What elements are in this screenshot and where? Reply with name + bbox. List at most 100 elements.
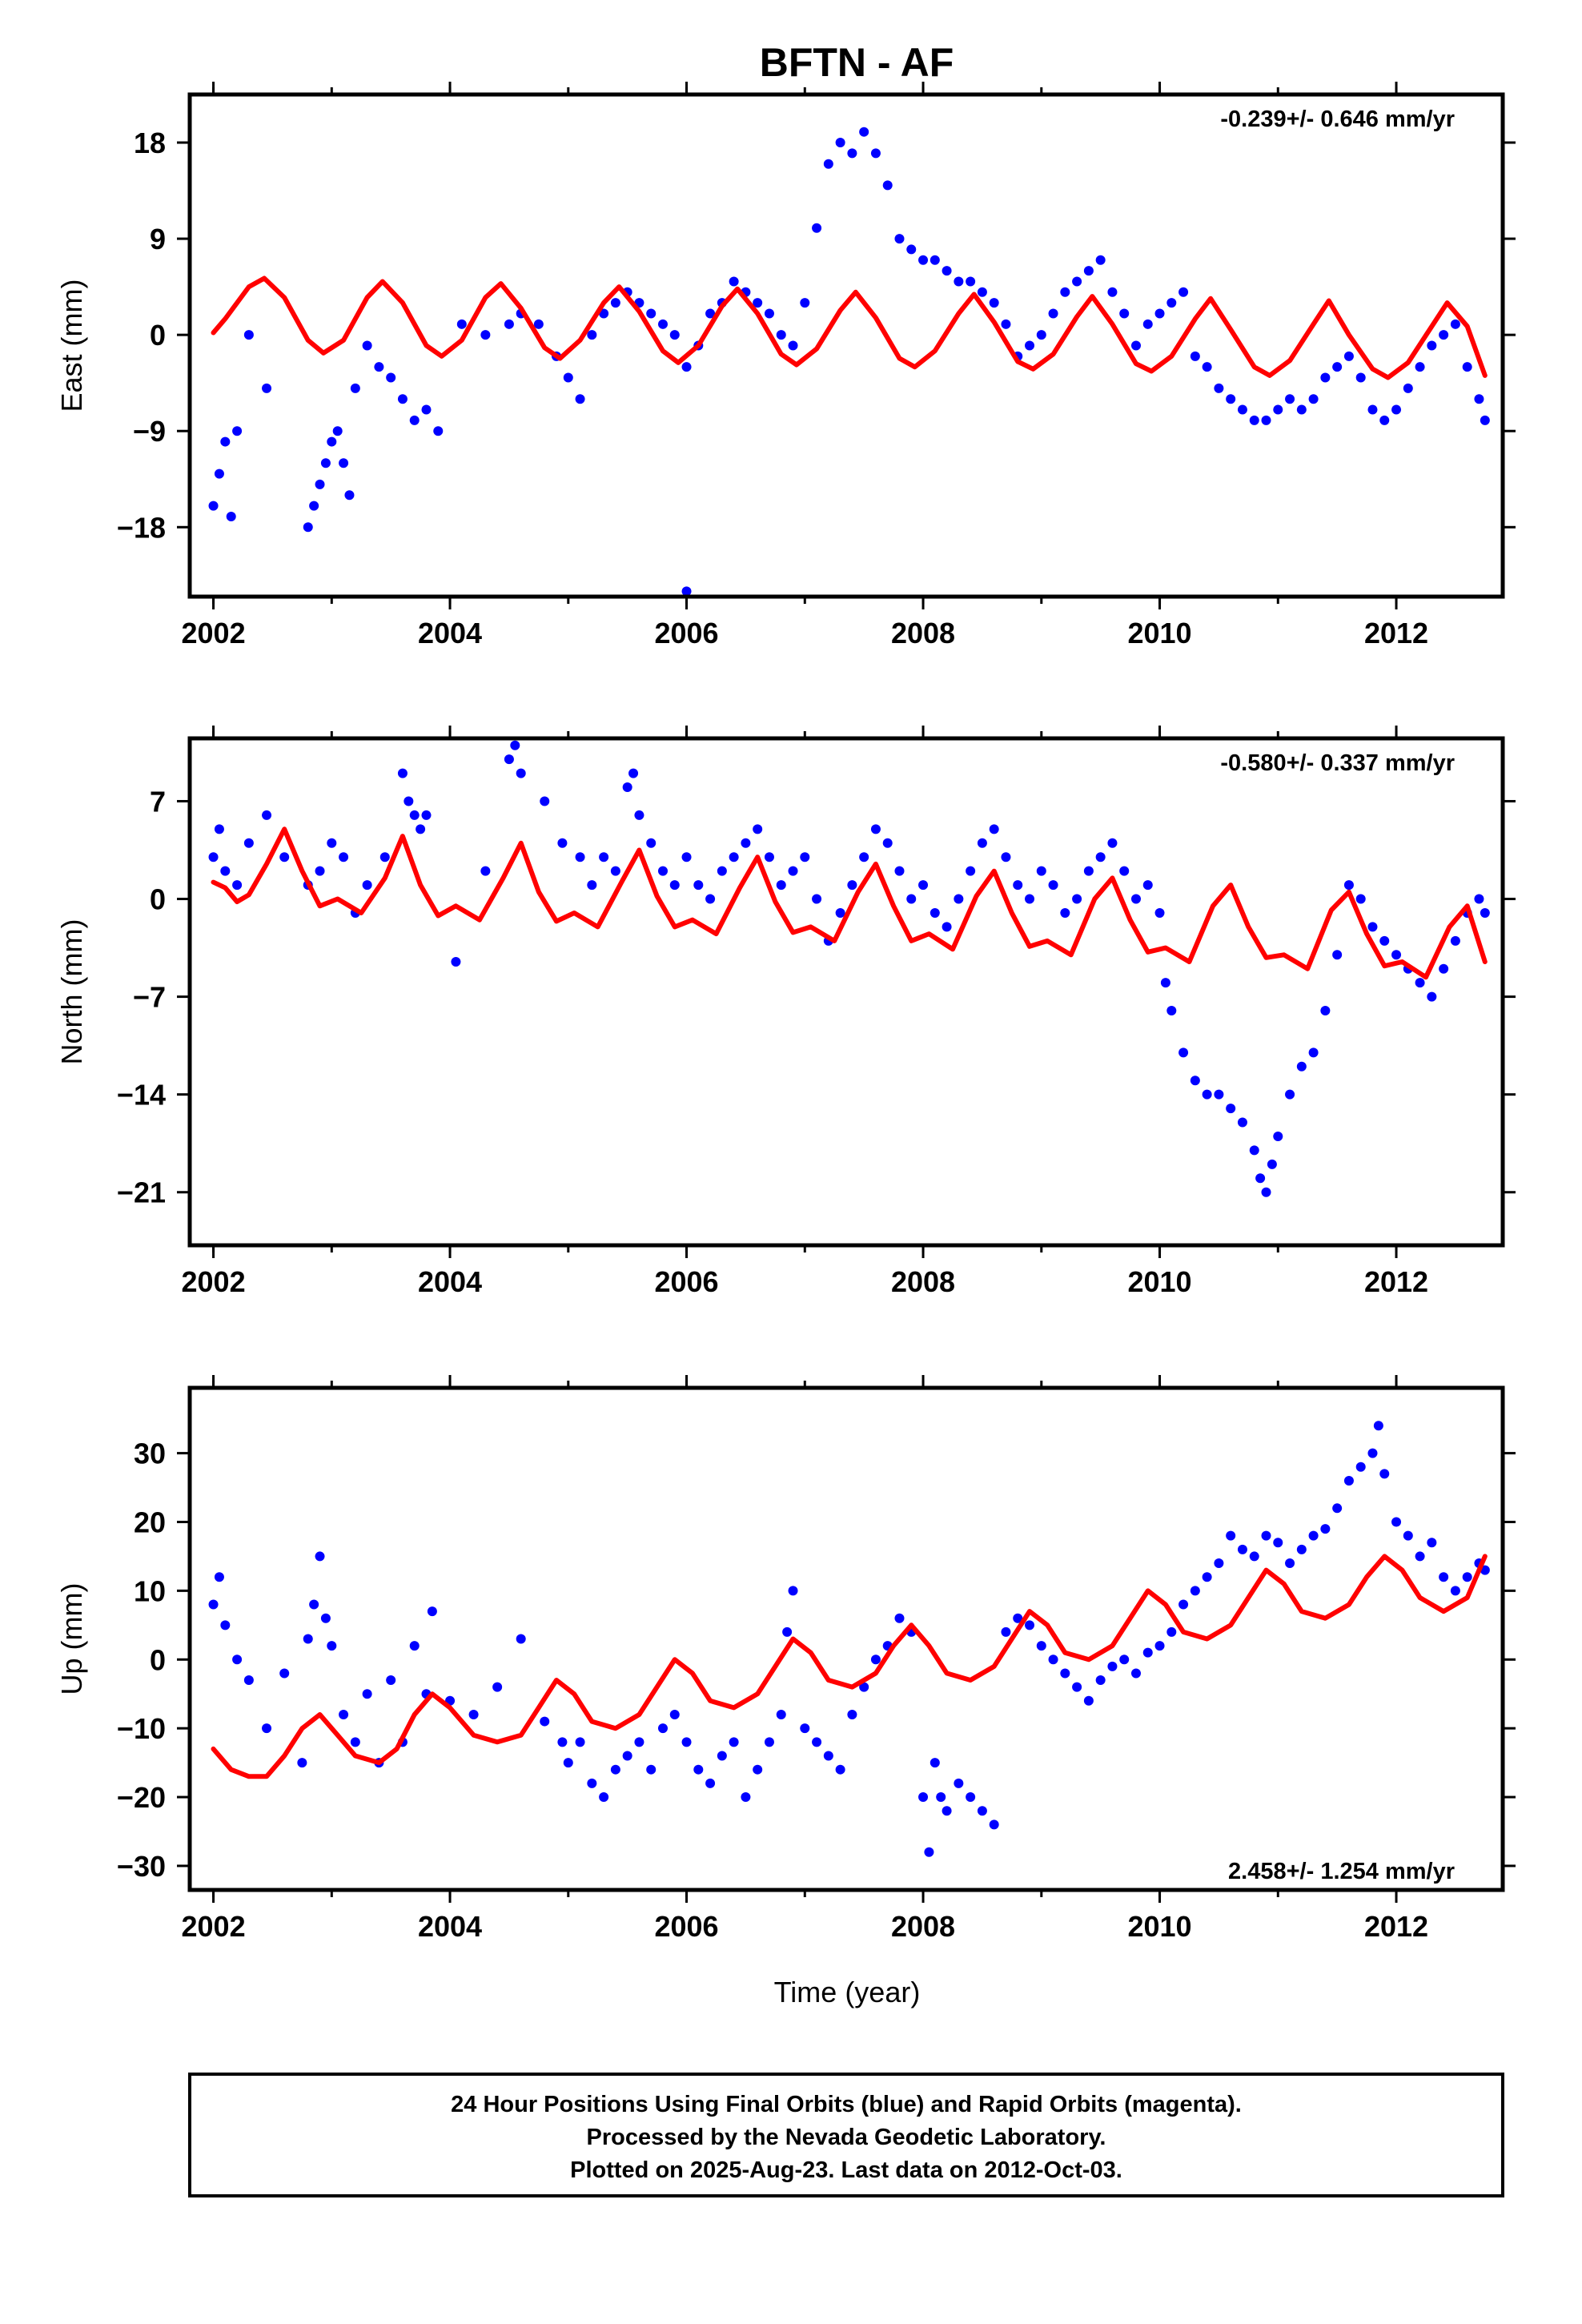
north-point bbox=[1166, 1006, 1177, 1016]
north-point bbox=[776, 880, 786, 891]
up-point bbox=[1415, 1551, 1425, 1562]
north-point bbox=[1273, 1131, 1283, 1141]
north-point bbox=[404, 796, 414, 806]
north-y-tick-label: 7 bbox=[150, 785, 166, 818]
east-point bbox=[669, 330, 680, 340]
east-point bbox=[303, 522, 313, 533]
up-point bbox=[924, 1847, 934, 1857]
north-x-tick-label: 2012 bbox=[1364, 1265, 1428, 1298]
up-point bbox=[1343, 1475, 1354, 1486]
north-point bbox=[966, 866, 976, 876]
east-point bbox=[894, 234, 905, 244]
north-point bbox=[575, 852, 585, 862]
up-point bbox=[859, 1682, 869, 1692]
north-point bbox=[416, 824, 426, 834]
east-point bbox=[966, 276, 976, 287]
footer-line-2: Processed by the Nevada Geodetic Laborat… bbox=[587, 2125, 1106, 2150]
up-point bbox=[1142, 1647, 1153, 1658]
north-frame bbox=[187, 736, 1505, 1248]
up-point bbox=[303, 1634, 313, 1644]
north-point bbox=[421, 810, 432, 820]
east-point bbox=[882, 180, 893, 191]
up-point bbox=[776, 1709, 786, 1719]
up-point bbox=[1025, 1620, 1035, 1630]
up-point bbox=[1001, 1626, 1011, 1637]
east-point bbox=[409, 415, 420, 425]
east-point bbox=[989, 298, 999, 308]
north-rate-label: -0.580+/- 0.337 mm/yr bbox=[1220, 750, 1455, 776]
north-point bbox=[1119, 866, 1130, 876]
east-y-tick-label: −9 bbox=[133, 415, 166, 448]
north-point bbox=[243, 838, 254, 848]
up-y-tick-label: 10 bbox=[134, 1574, 166, 1607]
up-point bbox=[1379, 1469, 1390, 1479]
up-point bbox=[1119, 1655, 1130, 1665]
up-point bbox=[1355, 1462, 1366, 1472]
north-x-tick-label: 2004 bbox=[418, 1265, 482, 1298]
north-point bbox=[599, 852, 609, 862]
north-y-tick-label: −7 bbox=[133, 981, 166, 1014]
up-point bbox=[409, 1641, 420, 1651]
east-rate-label: -0.239+/- 0.646 mm/yr bbox=[1220, 107, 1455, 132]
up-x-tick-label: 2008 bbox=[891, 1910, 955, 1943]
east-point bbox=[1415, 362, 1425, 372]
north-x-tick-label: 2006 bbox=[654, 1265, 718, 1298]
east-x-tick-label: 2010 bbox=[1127, 617, 1191, 649]
east-point bbox=[1462, 362, 1472, 372]
east-point bbox=[776, 330, 786, 340]
north-point bbox=[1095, 852, 1106, 862]
up-point bbox=[362, 1689, 372, 1699]
east-model-line bbox=[211, 275, 1488, 380]
north-point bbox=[1202, 1089, 1212, 1100]
north-point bbox=[214, 824, 224, 834]
north-point bbox=[1427, 991, 1437, 1002]
north-point bbox=[409, 810, 420, 820]
up-point bbox=[966, 1792, 976, 1803]
east-point bbox=[870, 148, 881, 159]
east-point bbox=[1048, 308, 1058, 319]
east-point bbox=[262, 383, 272, 393]
up-point bbox=[468, 1709, 479, 1719]
north-point bbox=[634, 810, 644, 820]
north-point bbox=[657, 866, 668, 876]
north-x-tick-label: 2010 bbox=[1127, 1265, 1191, 1298]
north-point bbox=[1130, 894, 1141, 904]
north-point bbox=[1439, 963, 1449, 974]
east-point bbox=[1107, 287, 1118, 297]
north-point bbox=[788, 866, 798, 876]
up-point bbox=[1391, 1517, 1402, 1527]
up-point bbox=[350, 1737, 360, 1747]
north-point bbox=[1190, 1076, 1200, 1086]
north-point bbox=[1415, 978, 1425, 988]
up-point bbox=[1308, 1530, 1319, 1541]
north-point bbox=[540, 796, 550, 806]
east-point bbox=[339, 458, 349, 468]
east-point bbox=[1480, 415, 1490, 425]
east-point bbox=[1190, 351, 1200, 361]
east-point bbox=[208, 501, 219, 511]
up-point bbox=[1226, 1530, 1236, 1541]
east-point bbox=[374, 362, 384, 372]
up-point bbox=[1450, 1586, 1460, 1596]
north-point bbox=[1036, 866, 1046, 876]
east-point bbox=[1001, 319, 1011, 329]
up-point bbox=[812, 1737, 822, 1747]
north-point bbox=[379, 852, 390, 862]
east-point bbox=[220, 436, 231, 447]
up-point bbox=[977, 1806, 987, 1816]
east-point bbox=[1308, 394, 1319, 404]
north-point bbox=[208, 852, 219, 862]
up-point bbox=[1285, 1558, 1295, 1569]
east-point bbox=[812, 223, 822, 233]
up-point bbox=[1439, 1572, 1449, 1582]
east-point bbox=[1154, 308, 1165, 319]
up-point bbox=[599, 1792, 609, 1803]
up-point bbox=[1166, 1626, 1177, 1637]
north-point bbox=[220, 866, 231, 876]
up-point bbox=[1462, 1572, 1472, 1582]
up-point bbox=[610, 1764, 620, 1775]
north-point bbox=[1320, 1006, 1331, 1016]
north-point bbox=[1060, 907, 1070, 918]
north-point bbox=[1013, 880, 1023, 891]
up-point bbox=[320, 1613, 331, 1623]
